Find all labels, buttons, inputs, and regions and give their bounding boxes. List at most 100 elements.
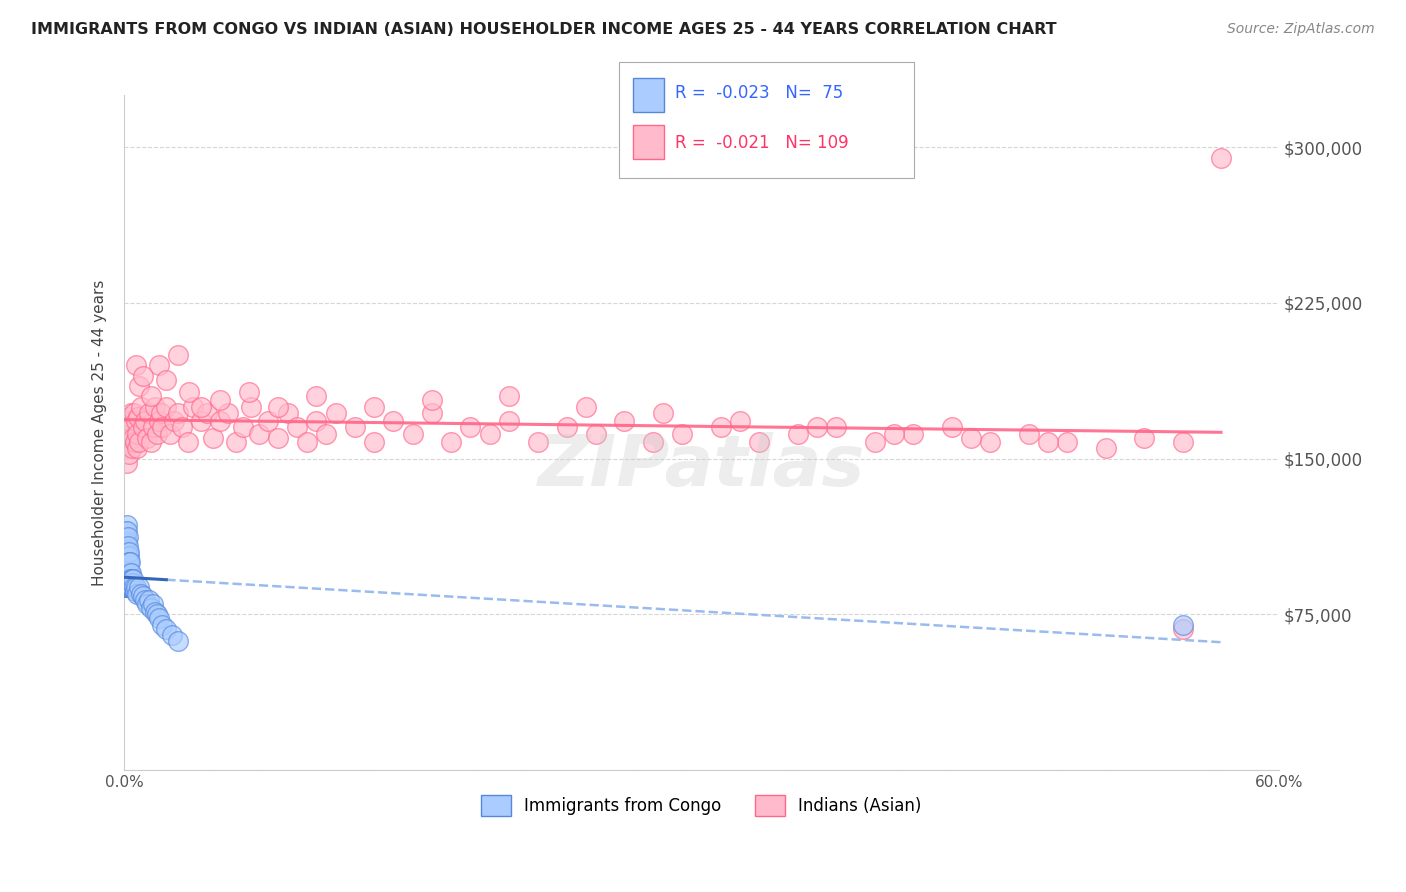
Point [285,420,308,434]
Point [155,622,177,636]
Point [786,426,808,441]
Point [131,400,153,414]
Point [363,400,385,414]
Point [115,572,138,586]
Point [117,551,139,566]
Point [148,358,170,372]
Point [117,555,139,569]
Point [128,434,150,449]
Point [117,564,139,578]
Point [145,426,167,441]
Point [127,410,149,425]
Point [117,572,139,586]
Point [117,559,139,574]
Point [118,572,141,586]
Point [118,414,141,428]
Point [575,400,598,414]
Point [257,414,280,428]
Point [167,406,190,420]
Point [143,605,166,619]
Point [643,434,665,449]
Point [1209,151,1232,165]
Point [139,389,162,403]
Point [671,426,693,441]
Point [124,414,146,428]
Point [121,580,143,594]
Point [115,518,138,533]
Point [498,389,520,403]
Point [136,431,159,445]
Point [170,420,193,434]
Point [118,580,141,594]
Point [148,611,170,625]
Point [382,414,405,428]
Point [209,393,232,408]
Point [277,406,299,420]
Point [195,406,218,420]
Point [118,572,141,586]
Point [132,368,155,383]
Point [124,584,146,599]
Point [238,385,260,400]
Point [118,555,141,569]
Point [201,431,224,445]
Point [131,586,153,600]
Point [728,414,751,428]
Point [127,586,149,600]
Point [232,420,254,434]
Point [440,434,463,449]
Point [117,566,139,580]
Point [115,566,138,580]
Point [121,572,143,586]
Point [149,406,172,420]
Point [122,580,145,594]
Point [225,434,247,449]
Point [138,406,160,420]
Point [1094,441,1116,455]
Point [117,559,139,574]
Point [155,400,177,414]
Point [114,545,136,559]
Point [1036,434,1059,449]
Point [115,456,138,470]
Point [142,420,165,434]
Point [117,539,139,553]
Point [585,426,607,441]
Point [121,441,143,455]
Point [117,524,139,539]
Point [121,576,143,591]
Point [118,580,141,594]
Point [124,434,146,449]
Point [159,426,181,441]
Point [115,580,138,594]
Point [117,572,139,586]
Point [127,426,149,441]
Point [526,434,548,449]
Point [120,431,142,445]
Point [247,426,270,441]
Point [901,426,924,441]
Text: ZIPatlas: ZIPatlas [537,432,865,501]
Point [959,431,981,445]
Point [1018,426,1040,441]
Point [315,426,337,441]
Point [267,431,290,445]
Point [115,534,138,549]
Point [305,389,328,403]
Point [179,385,201,400]
Point [117,580,139,594]
Point [825,420,848,434]
Point [152,617,174,632]
Point [148,414,170,428]
Point [120,580,142,594]
Point [748,434,770,449]
Point [115,539,138,553]
Point [128,580,150,594]
Point [124,358,146,372]
Point [1056,434,1078,449]
Point [555,420,578,434]
Point [142,597,165,611]
Point [1171,434,1194,449]
Point [118,555,141,569]
Point [363,434,385,449]
